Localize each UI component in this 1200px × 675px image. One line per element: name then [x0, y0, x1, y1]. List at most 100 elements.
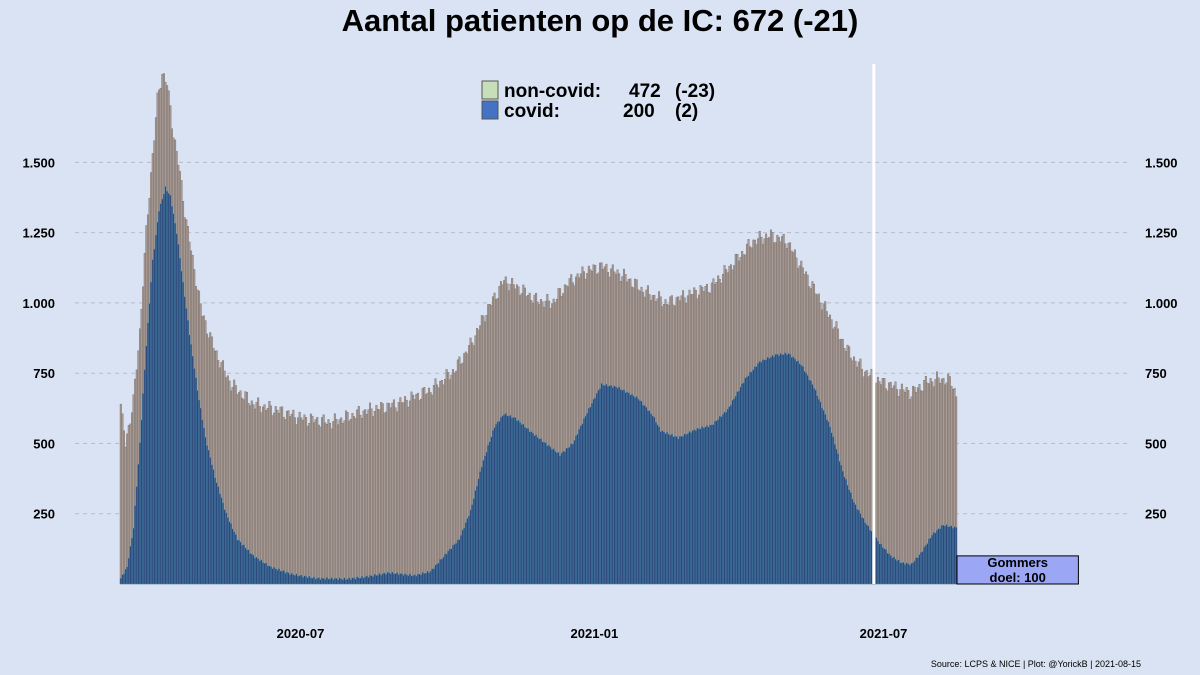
bar-covid: [381, 573, 384, 585]
bar-covid: [209, 457, 212, 585]
bar-covid: [870, 531, 873, 585]
bar-covid: [392, 573, 395, 585]
bar-covid: [204, 437, 207, 585]
bar-non-covid: [372, 416, 375, 585]
bar-covid: [722, 414, 724, 585]
bar-non-covid: [904, 392, 907, 585]
bar-non-covid: [442, 384, 445, 585]
bar-covid: [605, 383, 608, 585]
bar-covid: [234, 534, 237, 585]
bar-covid: [632, 395, 635, 585]
bar-covid: [191, 355, 194, 585]
bar-non-covid: [325, 424, 328, 585]
bar-covid: [231, 528, 234, 585]
bar-covid: [432, 568, 435, 585]
bar-covid: [702, 427, 705, 585]
bar-covid: [356, 576, 359, 585]
bar-covid: [391, 571, 394, 585]
bar-covid: [541, 441, 544, 585]
bar-covid: [597, 390, 600, 585]
bar-covid: [150, 281, 153, 585]
bar-covid: [538, 438, 541, 585]
bar-covid: [523, 427, 526, 585]
bar-covid: [309, 577, 312, 585]
legend-value-covid: 200: [623, 101, 655, 122]
bar-covid: [929, 537, 932, 585]
bar-non-covid: [426, 392, 429, 585]
bar-covid: [640, 401, 643, 585]
bar-covid: [766, 357, 769, 585]
bar-non-covid: [370, 408, 373, 585]
bar-non-covid: [357, 406, 360, 585]
bar-covid: [857, 509, 860, 585]
bar-covid: [233, 531, 236, 585]
bar-covid: [198, 399, 201, 585]
bar-covid: [458, 539, 461, 585]
bar-non-covid: [391, 402, 394, 585]
bar-covid: [178, 258, 181, 585]
bar-covid: [314, 579, 317, 585]
bar-covid: [530, 431, 533, 585]
bar-covid: [316, 578, 319, 585]
bar-non-covid: [408, 400, 411, 585]
bar-covid: [712, 424, 715, 585]
bar-covid: [840, 465, 843, 585]
bar-covid: [284, 572, 287, 585]
bar-covid: [154, 234, 157, 585]
bar-covid: [484, 455, 486, 585]
bar-non-covid: [277, 412, 280, 585]
bar-non-covid: [420, 398, 423, 585]
bar-non-covid: [305, 417, 308, 585]
legend: non-covid: 472 (-23) covid: 200 (2): [481, 80, 715, 122]
bar-covid: [821, 407, 823, 585]
bar-covid: [218, 493, 221, 585]
bar-covid: [897, 559, 900, 585]
bar-covid: [878, 543, 881, 585]
bar-covid: [669, 434, 672, 585]
bar-covid: [440, 558, 443, 585]
bar-non-covid: [439, 380, 442, 585]
bar-covid: [244, 547, 247, 585]
bar-non-covid: [348, 420, 351, 585]
bar-covid: [619, 389, 622, 585]
bar-covid: [592, 398, 595, 585]
bar-covid: [739, 386, 742, 585]
bar-covid: [528, 431, 531, 585]
bar-covid: [482, 460, 485, 585]
bar-covid: [415, 576, 418, 585]
bar-covid: [852, 502, 855, 585]
bar-non-covid: [416, 392, 419, 585]
bar-non-covid: [902, 389, 905, 585]
bar-covid: [269, 566, 272, 585]
bar-covid: [193, 368, 196, 585]
bar-covid: [771, 355, 774, 585]
bar-covid: [338, 577, 341, 585]
bar-covid: [589, 406, 592, 585]
bar-covid: [781, 354, 784, 585]
bar-covid: [664, 433, 667, 585]
bar-covid: [504, 413, 507, 585]
bar-covid: [543, 442, 546, 585]
bar-covid: [519, 422, 522, 585]
bar-covid: [744, 377, 747, 585]
bar-covid: [813, 387, 816, 585]
bar-covid: [196, 390, 199, 585]
bar-covid: [750, 371, 753, 585]
bar-non-covid: [261, 406, 264, 585]
bar-covid: [733, 398, 736, 585]
bar-covid: [455, 543, 458, 585]
bar-covid: [167, 193, 170, 585]
bar-covid: [364, 576, 367, 585]
bar-covid: [431, 568, 434, 585]
bar-covid: [341, 579, 344, 585]
bar-covid: [166, 191, 169, 585]
bar-covid: [741, 383, 744, 585]
bar-covid: [838, 461, 841, 585]
bar-covid: [634, 397, 637, 585]
bar-covid: [496, 421, 499, 585]
bar-non-covid: [375, 404, 378, 585]
bar-covid: [214, 477, 217, 585]
bar-covid: [571, 443, 574, 585]
bar-non-covid: [364, 409, 367, 585]
bar-covid: [666, 432, 669, 585]
